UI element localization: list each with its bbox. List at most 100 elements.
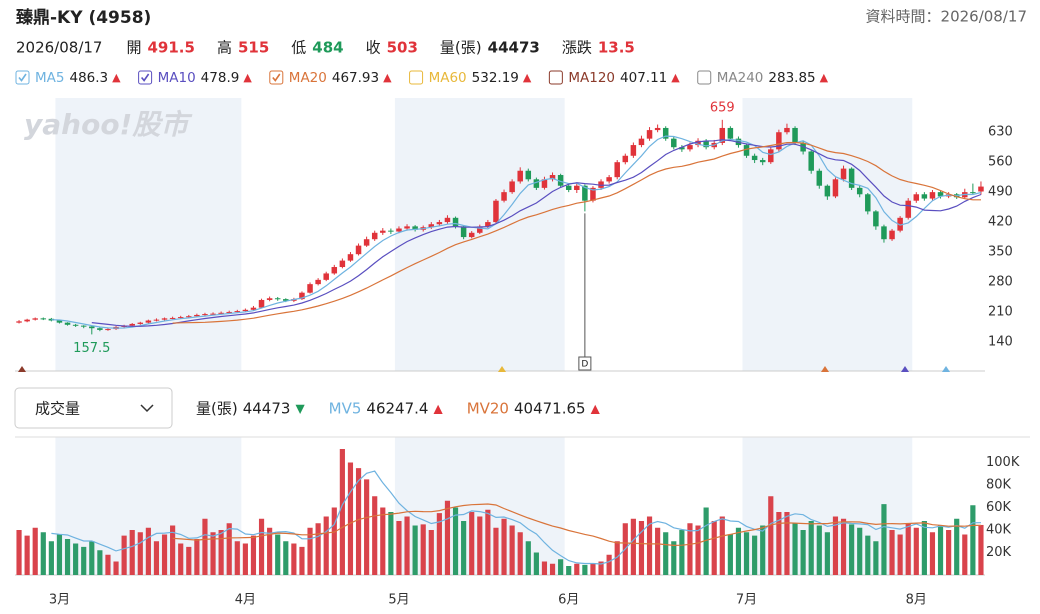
- volume-bar: [105, 554, 111, 575]
- volume-bar: [679, 530, 685, 575]
- candle-body: [258, 299, 265, 308]
- quote-value: 44473: [488, 39, 540, 57]
- candle-body: [574, 185, 580, 190]
- volume-legend-trend: ▲: [433, 402, 443, 416]
- volume-bar: [558, 559, 564, 575]
- volume-bar: [743, 532, 750, 575]
- volume-bar: [170, 525, 176, 575]
- candle-body: [80, 325, 87, 327]
- ma-check: [140, 73, 150, 82]
- volume-bar: [250, 535, 257, 575]
- candle-body: [218, 312, 224, 314]
- ma-checkbox[interactable]: [697, 70, 712, 85]
- volume-bar: [711, 521, 717, 575]
- candle-body: [768, 149, 774, 163]
- volume-bar: [444, 500, 451, 575]
- background-layer: [55, 98, 913, 575]
- x-tick-label: 8月: [906, 593, 927, 608]
- volume-bar: [64, 539, 71, 575]
- volume-bar: [582, 564, 588, 575]
- ma-value: 407.11: [620, 70, 667, 86]
- ma-checkbox[interactable]: [548, 70, 563, 85]
- cross-marker: [498, 366, 506, 372]
- candle-body: [517, 170, 523, 182]
- volume-bar: [234, 541, 240, 575]
- candle-body: [299, 292, 305, 300]
- candle-body: [929, 192, 936, 199]
- dropdown-label: 成交量: [35, 400, 80, 418]
- candle-body: [347, 254, 354, 261]
- volume-bar: [299, 546, 305, 575]
- candle-body: [881, 226, 887, 240]
- candle-body: [606, 177, 612, 182]
- candle-body: [865, 194, 871, 212]
- y-tick-label: 210: [988, 304, 1013, 319]
- ma-value: 467.93: [332, 70, 379, 86]
- quote-date: 2026/08/17: [16, 39, 102, 57]
- candle-body: [145, 320, 152, 323]
- data-time: 資料時間：2026/08/17: [866, 8, 1027, 26]
- volume-bar: [630, 518, 636, 575]
- ma-trend: ▲: [383, 71, 392, 84]
- candle-body: [751, 155, 758, 161]
- volume-bar: [501, 518, 507, 575]
- quote-label: 收: [366, 39, 381, 57]
- volume-bar: [913, 527, 919, 575]
- candle-body: [56, 320, 63, 323]
- candle-body: [921, 194, 928, 199]
- candle-body: [816, 170, 823, 186]
- volume-bar: [73, 543, 79, 575]
- volume-bar: [81, 546, 87, 575]
- candle-body: [533, 179, 540, 188]
- ma-trend: ▲: [820, 71, 829, 84]
- candle-body: [727, 127, 734, 139]
- volume-bar: [275, 534, 281, 575]
- volume-bar: [372, 496, 378, 575]
- volume-bar: [291, 543, 297, 575]
- event-box[interactable]: [578, 356, 592, 371]
- volume-legend-value: 44473: [243, 400, 291, 418]
- indicator-dropdown[interactable]: [14, 387, 173, 429]
- candle-body: [759, 160, 766, 163]
- volume-bar: [364, 479, 370, 575]
- volume-bar: [258, 518, 265, 575]
- candle-body: [703, 140, 709, 148]
- y-tick-label: 60K: [986, 500, 1012, 515]
- volume-bar: [267, 527, 273, 575]
- volume-bar: [485, 509, 491, 575]
- ma-name: MA5: [35, 70, 64, 86]
- y-tick-label: 20K: [986, 545, 1012, 560]
- volume-bar: [161, 534, 168, 575]
- candle-body: [380, 230, 386, 233]
- mv-line: [172, 503, 981, 547]
- candle-body: [630, 145, 637, 156]
- event-label: D: [581, 360, 588, 370]
- candle-body: [614, 162, 620, 178]
- volume-bar: [56, 534, 63, 575]
- title: 臻鼎-KY (4958): [16, 7, 151, 28]
- candle-body: [913, 194, 920, 201]
- volume-bar: [525, 541, 531, 575]
- candle-body: [493, 200, 499, 223]
- candle-body: [622, 155, 629, 163]
- ma-checkbox[interactable]: [15, 70, 30, 85]
- candle-body: [525, 170, 532, 180]
- candle-body: [654, 127, 661, 131]
- candle-body: [331, 267, 338, 274]
- volume-legend-name: MV5: [329, 400, 362, 418]
- candle-body: [242, 309, 249, 312]
- volume-bar: [663, 532, 669, 575]
- ma-trend: ▲: [112, 71, 121, 84]
- ma-trend: ▲: [523, 71, 532, 84]
- ma-checkbox[interactable]: [409, 70, 424, 85]
- cross-marker: [901, 366, 909, 372]
- volume-bar: [865, 535, 871, 575]
- volume-bar: [881, 504, 887, 575]
- volume-bar: [452, 507, 459, 575]
- candle-body: [129, 323, 135, 326]
- mv-line: [51, 470, 982, 565]
- volume-bar: [137, 532, 143, 575]
- volume-bar: [792, 523, 798, 575]
- ma-checkbox[interactable]: [138, 70, 153, 85]
- ma-checkbox[interactable]: [269, 70, 284, 85]
